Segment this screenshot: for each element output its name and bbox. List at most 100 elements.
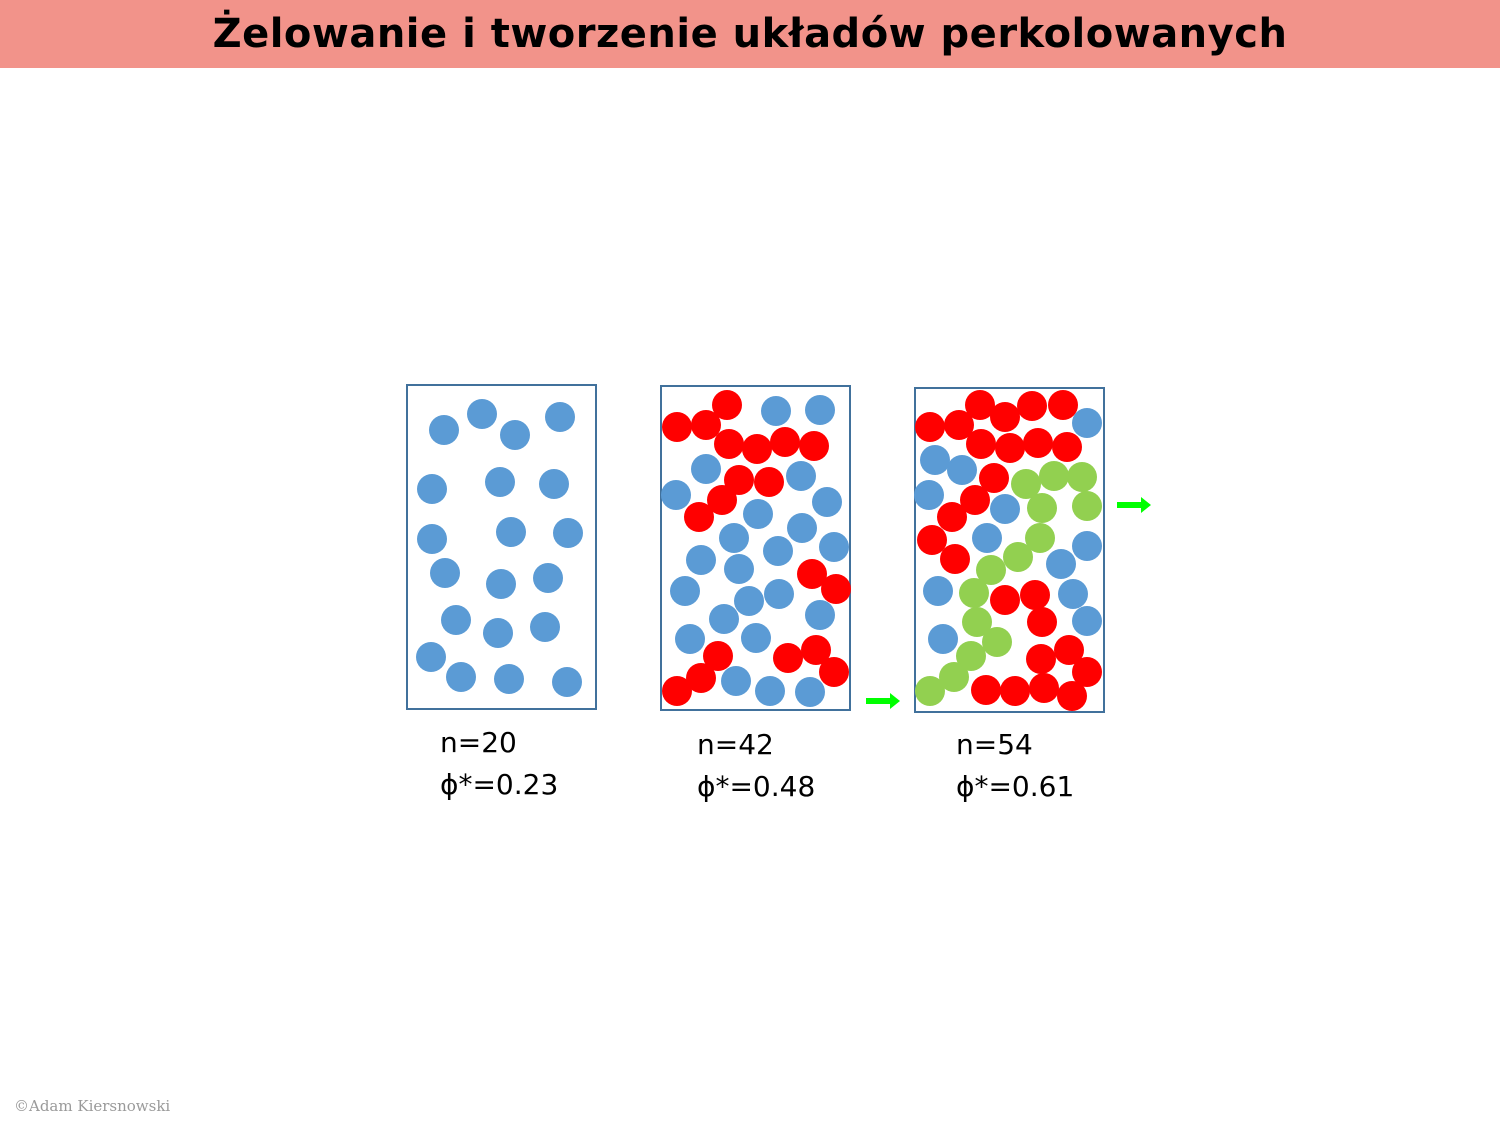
panel-3-red-particle bbox=[1048, 390, 1078, 420]
panel-2-blue-particle bbox=[764, 579, 794, 609]
panel-3-green-particle bbox=[1027, 493, 1057, 523]
panel-2-blue-particle bbox=[691, 454, 721, 484]
panel-1-blue-particle bbox=[467, 399, 497, 429]
arrow-icon-panel-3 bbox=[1117, 497, 1151, 513]
panel-1-blue-particle bbox=[545, 402, 575, 432]
panel-1-blue-particle bbox=[530, 612, 560, 642]
panel-3-red-particle bbox=[990, 402, 1020, 432]
panel-3-blue-particle bbox=[1072, 408, 1102, 438]
panel-3-red-particle bbox=[960, 485, 990, 515]
panel-2-red-particle bbox=[714, 429, 744, 459]
panel-3-green-particle bbox=[1003, 542, 1033, 572]
panel-3-green-particle bbox=[982, 627, 1012, 657]
panel-3-green-particle bbox=[962, 607, 992, 637]
panel-2-red-particle bbox=[754, 467, 784, 497]
arrow-icon-panel-2 bbox=[866, 693, 900, 709]
panel-2-red-particle bbox=[686, 663, 716, 693]
panel-3-green-particle bbox=[976, 555, 1006, 585]
panel-1-blue-particle bbox=[483, 618, 513, 648]
panel-3-red-particle bbox=[1054, 635, 1084, 665]
panel-3-green-particle bbox=[915, 676, 945, 706]
panel-3-phi: ϕ*=0.61 bbox=[956, 770, 1075, 803]
title-bar: Żelowanie i tworzenie układów perkolowan… bbox=[0, 0, 1500, 68]
panel-3-labels: n=54 ϕ*=0.61 bbox=[956, 724, 1074, 808]
panel-1-blue-particle bbox=[533, 563, 563, 593]
panel-2-n: n=42 bbox=[697, 728, 774, 761]
panel-1-blue-particle bbox=[553, 518, 583, 548]
panel-2-blue-particle bbox=[805, 600, 835, 630]
panel-2-red-particle bbox=[662, 676, 692, 706]
panel-1-labels: n=20 ϕ*=0.23 bbox=[440, 722, 558, 806]
panel-3-blue-particle bbox=[923, 576, 953, 606]
panel-2-red-particle bbox=[707, 485, 737, 515]
panel-3-green-particle bbox=[1039, 461, 1069, 491]
panel-3-red-particle bbox=[1072, 657, 1102, 687]
panel-3-red-particle bbox=[940, 544, 970, 574]
panel-3-red-particle bbox=[1027, 607, 1057, 637]
panel-3-red-particle bbox=[1000, 676, 1030, 706]
panel-1-box bbox=[406, 384, 597, 710]
panel-2-box bbox=[660, 385, 851, 711]
panel-2-red-particle bbox=[773, 643, 803, 673]
panel-2-blue-particle bbox=[724, 554, 754, 584]
panel-2-blue-particle bbox=[763, 536, 793, 566]
panel-2-blue-particle bbox=[686, 545, 716, 575]
panel-3-green-particle bbox=[939, 662, 969, 692]
panel-1-blue-particle bbox=[417, 524, 447, 554]
panel-2-red-particle bbox=[770, 427, 800, 457]
panel-3-red-particle bbox=[971, 675, 1001, 705]
panel-3-red-particle bbox=[965, 390, 995, 420]
panel-3-red-particle bbox=[915, 412, 945, 442]
panel-2-labels: n=42 ϕ*=0.48 bbox=[697, 724, 815, 808]
panel-3-green-particle bbox=[1025, 523, 1055, 553]
panel-3-blue-particle bbox=[928, 624, 958, 654]
panel-2-blue-particle bbox=[812, 487, 842, 517]
panel-2-phi: ϕ*=0.48 bbox=[697, 770, 816, 803]
panel-3-red-particle bbox=[990, 585, 1020, 615]
panel-2-red-particle bbox=[724, 465, 754, 495]
panel-3-blue-particle bbox=[1046, 549, 1076, 579]
panel-3-blue-particle bbox=[990, 494, 1020, 524]
panel-1-blue-particle bbox=[441, 605, 471, 635]
panel-1-blue-particle bbox=[494, 664, 524, 694]
panel-3-red-particle bbox=[995, 433, 1025, 463]
panel-3-red-particle bbox=[1017, 391, 1047, 421]
panel-3-red-particle bbox=[1020, 580, 1050, 610]
panel-2-blue-particle bbox=[675, 624, 705, 654]
slide-title: Żelowanie i tworzenie układów perkolowan… bbox=[212, 11, 1288, 57]
panel-2-blue-particle bbox=[761, 396, 791, 426]
panel-1-blue-particle bbox=[446, 662, 476, 692]
panel-1-blue-particle bbox=[429, 415, 459, 445]
panel-2-red-particle bbox=[662, 412, 692, 442]
panel-2-red-particle bbox=[799, 431, 829, 461]
panel-2-red-particle bbox=[797, 559, 827, 589]
panel-2-blue-particle bbox=[719, 523, 749, 553]
panel-2-blue-particle bbox=[661, 480, 691, 510]
panel-3-red-particle bbox=[966, 429, 996, 459]
panel-2-blue-particle bbox=[805, 395, 835, 425]
panel-2-red-particle bbox=[819, 657, 849, 687]
panel-2-blue-particle bbox=[670, 576, 700, 606]
panel-3-green-particle bbox=[1011, 469, 1041, 499]
panel-3-green-particle bbox=[959, 578, 989, 608]
panel-3-blue-particle bbox=[972, 523, 1002, 553]
panel-3-red-particle bbox=[1029, 673, 1059, 703]
panel-2-red-particle bbox=[801, 635, 831, 665]
panel-1-blue-particle bbox=[539, 469, 569, 499]
panel-3-blue-particle bbox=[947, 455, 977, 485]
panel-2-red-particle bbox=[742, 434, 772, 464]
panel-3-green-particle bbox=[1072, 491, 1102, 521]
panel-3-blue-particle bbox=[914, 480, 944, 510]
panel-1-blue-particle bbox=[500, 420, 530, 450]
panel-1-blue-particle bbox=[430, 558, 460, 588]
panel-1-blue-particle bbox=[417, 474, 447, 504]
panel-3-red-particle bbox=[979, 463, 1009, 493]
panel-2-blue-particle bbox=[721, 666, 751, 696]
panel-3-red-particle bbox=[917, 525, 947, 555]
panel-3-green-particle bbox=[1067, 462, 1097, 492]
panel-3-n: n=54 bbox=[956, 728, 1033, 761]
panel-3-red-particle bbox=[1057, 681, 1087, 711]
panel-3-red-particle bbox=[944, 410, 974, 440]
panel-1-blue-particle bbox=[486, 569, 516, 599]
